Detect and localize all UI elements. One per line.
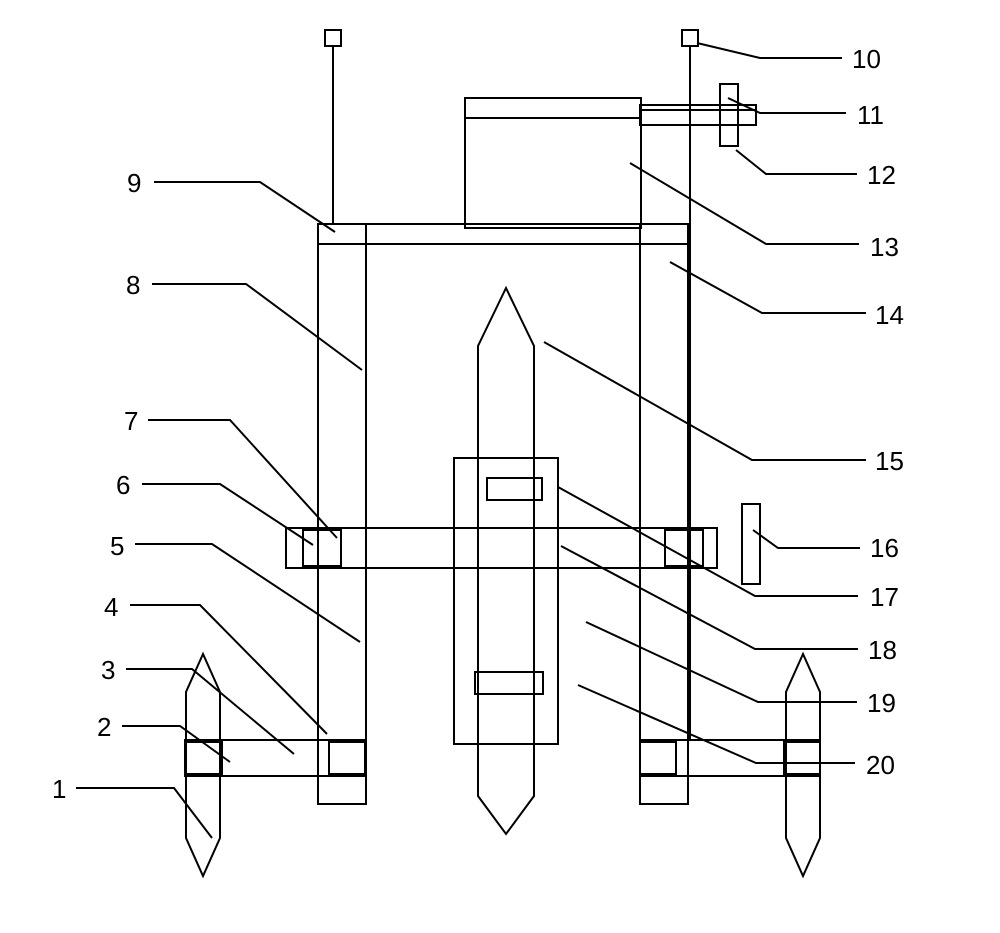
middle-hbar bbox=[286, 528, 717, 568]
left-bottom-bar bbox=[185, 740, 365, 776]
side-plate-1 bbox=[742, 504, 760, 584]
antenna-left-box bbox=[325, 30, 341, 46]
lock-block-1 bbox=[665, 530, 703, 566]
antenna-right-box bbox=[682, 30, 698, 46]
lock-block-3 bbox=[329, 742, 365, 774]
engineering-diagram bbox=[0, 0, 1000, 933]
leader-17 bbox=[558, 487, 858, 596]
leader-5 bbox=[135, 544, 360, 642]
leader-8 bbox=[152, 284, 362, 370]
leader-18 bbox=[561, 546, 858, 649]
callout-label-20: 20 bbox=[866, 750, 895, 781]
callout-label-1: 1 bbox=[52, 774, 66, 805]
callout-label-5: 5 bbox=[110, 531, 124, 562]
leader-14 bbox=[670, 262, 866, 313]
right-pillar bbox=[640, 224, 688, 804]
callout-label-11: 11 bbox=[857, 100, 884, 131]
callout-label-8: 8 bbox=[126, 270, 140, 301]
leader-19 bbox=[586, 622, 857, 702]
leader-1 bbox=[76, 788, 212, 838]
leader-12 bbox=[736, 150, 857, 174]
leader-13 bbox=[630, 163, 859, 244]
callout-label-18: 18 bbox=[868, 635, 897, 666]
leader-9 bbox=[154, 182, 335, 232]
callout-label-13: 13 bbox=[870, 232, 899, 263]
left-pillar bbox=[318, 224, 366, 804]
callout-label-9: 9 bbox=[127, 168, 141, 199]
leader-15 bbox=[544, 342, 866, 460]
right-spike bbox=[786, 654, 820, 876]
callout-label-7: 7 bbox=[124, 406, 138, 437]
callout-label-6: 6 bbox=[116, 470, 130, 501]
callout-label-14: 14 bbox=[875, 300, 904, 331]
callout-label-10: 10 bbox=[852, 44, 881, 75]
lock-block-2 bbox=[186, 742, 222, 774]
lock-block-4 bbox=[640, 742, 676, 774]
callout-label-2: 2 bbox=[97, 712, 111, 743]
callout-label-17: 17 bbox=[870, 582, 899, 613]
leader-16 bbox=[753, 530, 860, 548]
callout-label-19: 19 bbox=[867, 688, 896, 719]
lock-block-5 bbox=[784, 742, 820, 774]
leader-20 bbox=[578, 685, 855, 763]
callout-label-4: 4 bbox=[104, 592, 118, 623]
leader-6 bbox=[142, 484, 313, 545]
callout-label-3: 3 bbox=[101, 655, 115, 686]
leader-2 bbox=[122, 726, 230, 762]
leader-10 bbox=[697, 43, 842, 58]
inner-block-1 bbox=[475, 672, 543, 694]
callout-label-15: 15 bbox=[875, 446, 904, 477]
center-spike bbox=[478, 288, 534, 834]
side-plate-0 bbox=[720, 84, 738, 146]
callout-label-12: 12 bbox=[867, 160, 896, 191]
callout-label-16: 16 bbox=[870, 533, 899, 564]
leader-7 bbox=[148, 420, 337, 538]
right-bottom-bar bbox=[640, 740, 820, 776]
